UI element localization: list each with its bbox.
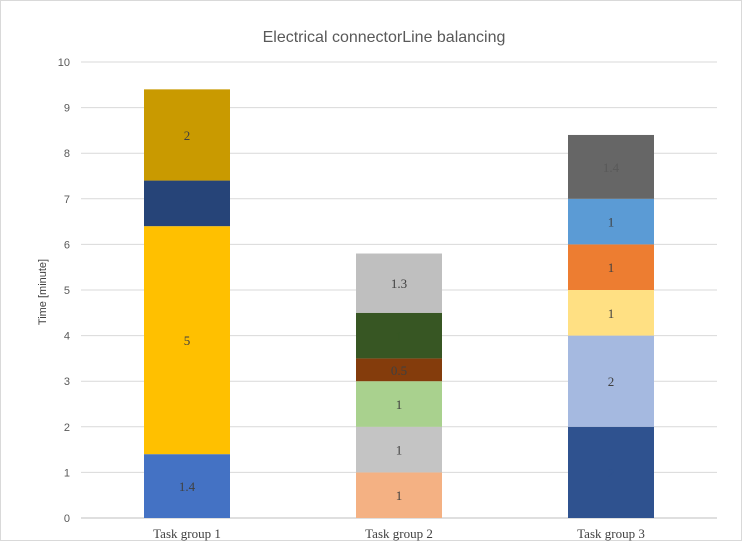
data-label: 1.4 bbox=[603, 160, 620, 175]
bars bbox=[144, 89, 654, 518]
x-tick-label: Task group 1 bbox=[153, 526, 221, 541]
data-label: 2 bbox=[184, 128, 191, 143]
data-label: 0.5 bbox=[391, 363, 407, 378]
data-labels: 1.4 5 1 2 1 1 1 0.5 1 1.3 2 2 1 1 1 1.4 bbox=[179, 128, 620, 503]
data-label: 1.3 bbox=[391, 276, 407, 291]
data-label: 1 bbox=[608, 306, 615, 321]
bar-segment bbox=[356, 381, 442, 427]
bar-segment bbox=[144, 454, 230, 518]
data-label: 1 bbox=[608, 215, 615, 230]
y-tick-label: 5 bbox=[64, 285, 70, 297]
bar-segment bbox=[568, 134, 654, 199]
bar-segment bbox=[568, 426, 654, 518]
data-label: 2 bbox=[608, 465, 615, 480]
bar-segment bbox=[356, 312, 442, 359]
bar-segment bbox=[144, 89, 230, 181]
y-tick-label: 9 bbox=[64, 103, 70, 115]
y-tick-label: 10 bbox=[58, 57, 70, 69]
bar-segment bbox=[568, 335, 654, 427]
x-tick-label: Task group 3 bbox=[577, 526, 645, 541]
y-tick-label: 2 bbox=[64, 422, 70, 434]
data-label: 1 bbox=[396, 329, 403, 344]
bar-segment bbox=[356, 253, 442, 313]
bar-segment bbox=[144, 226, 230, 455]
y-axis-label: Time [minute] bbox=[37, 259, 49, 325]
y-tick-label: 6 bbox=[64, 239, 70, 251]
y-tick-label: 4 bbox=[64, 331, 70, 343]
data-label: 5 bbox=[184, 333, 191, 348]
bar-segment bbox=[356, 472, 442, 518]
y-tick-labels: 0 1 2 3 4 5 6 7 8 9 10 bbox=[58, 57, 70, 525]
y-tick-label: 8 bbox=[64, 148, 70, 160]
data-label: 1 bbox=[396, 488, 403, 503]
y-tick-label: 1 bbox=[64, 467, 70, 479]
bar-segment bbox=[144, 180, 230, 227]
data-label: 2 bbox=[608, 374, 615, 389]
bar-segment bbox=[568, 244, 654, 290]
data-label: 1 bbox=[184, 196, 191, 211]
y-tick-label: 7 bbox=[64, 194, 70, 206]
bar-segment bbox=[568, 198, 654, 245]
x-tick-label: Task group 2 bbox=[365, 526, 433, 541]
y-tick-label: 3 bbox=[64, 376, 70, 388]
data-label: 1.4 bbox=[179, 479, 196, 494]
x-tick-labels: Task group 1 Task group 2 Task group 3 bbox=[153, 526, 645, 541]
chart-title: Electrical connectorLine balancing bbox=[263, 29, 506, 46]
data-label: 1 bbox=[396, 397, 403, 412]
y-tick-label: 0 bbox=[64, 513, 70, 525]
data-label: 1 bbox=[608, 260, 615, 275]
bar-segment bbox=[356, 426, 442, 473]
bar-segment bbox=[568, 290, 654, 336]
bar-segment bbox=[356, 358, 442, 382]
data-label: 1 bbox=[396, 443, 403, 458]
